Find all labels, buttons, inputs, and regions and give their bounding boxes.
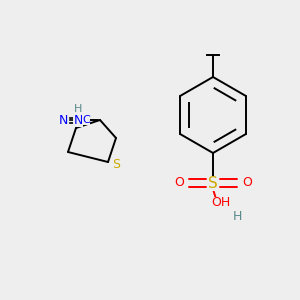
Text: O: O bbox=[242, 176, 252, 190]
Text: H: H bbox=[232, 211, 242, 224]
Text: O: O bbox=[174, 176, 184, 190]
Text: OH: OH bbox=[212, 196, 231, 209]
Text: C: C bbox=[82, 115, 90, 125]
Text: S: S bbox=[208, 176, 218, 190]
Text: N: N bbox=[73, 113, 83, 127]
Text: H: H bbox=[74, 104, 82, 114]
Text: N: N bbox=[58, 113, 68, 127]
Text: S: S bbox=[112, 158, 120, 170]
